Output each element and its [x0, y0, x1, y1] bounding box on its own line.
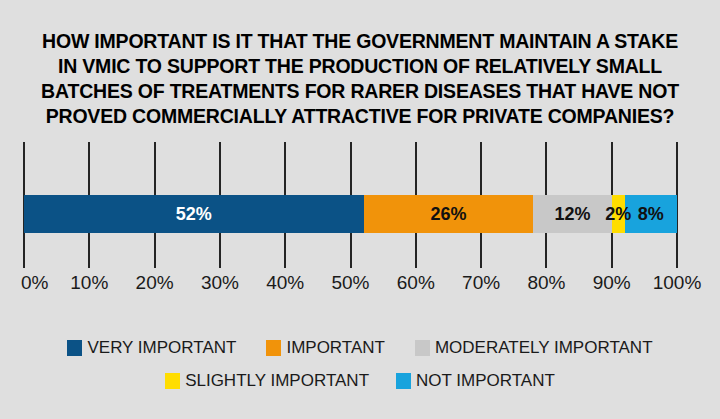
legend-item-not-important: NOT IMPORTANT — [396, 371, 555, 391]
chart-title-line: IN VMIC TO SUPPORT THE PRODUCTION OF REL… — [0, 54, 720, 79]
legend-label: NOT IMPORTANT — [416, 371, 555, 391]
x-axis-tick: 80% — [527, 272, 565, 294]
legend-swatch-slightly-important-icon — [165, 373, 180, 389]
chart-title-line: PROVED COMMERCIALLY ATTRACTIVE FOR PRIVA… — [0, 104, 720, 129]
x-axis: 0% 10% 20% 30% 40% 50% 60% 70% 80% 90% 1… — [24, 272, 677, 296]
plot-area: 52% 26% 12% 2% 8% — [24, 142, 677, 268]
stacked-bar: 52% 26% 12% 2% 8% — [24, 195, 677, 233]
chart-title: HOW IMPORTANT IS IT THAT THE GOVERNMENT … — [0, 29, 720, 129]
x-axis-tick: 50% — [331, 272, 369, 294]
legend-item-slightly-important: SLIGHTLY IMPORTANT — [165, 371, 369, 391]
chart-title-line: HOW IMPORTANT IS IT THAT THE GOVERNMENT … — [0, 29, 720, 54]
bar-segment-important: 26% — [364, 195, 534, 233]
legend-label: VERY IMPORTANT — [87, 338, 236, 358]
x-axis-tick: 100% — [653, 272, 702, 294]
survey-chart-panel: HOW IMPORTANT IS IT THAT THE GOVERNMENT … — [0, 0, 720, 419]
bar-segment-value-label: 12% — [554, 204, 590, 225]
x-axis-tick: 20% — [136, 272, 174, 294]
x-axis-tick: 10% — [70, 272, 108, 294]
x-axis-tick: 0% — [21, 272, 48, 294]
legend-swatch-very-important-icon — [67, 340, 82, 356]
legend-item-very-important: VERY IMPORTANT — [67, 338, 236, 358]
x-axis-tick: 40% — [266, 272, 304, 294]
bar-segment-moderately-important: 12% — [533, 195, 611, 233]
chart-title-line: BATCHES OF TREATMENTS FOR RARER DISEASES… — [0, 79, 720, 104]
x-axis-tick: 30% — [201, 272, 239, 294]
bar-segment-value-label: 26% — [430, 204, 466, 225]
bar-segment-not-important: 8% — [625, 195, 677, 233]
legend-label: SLIGHTLY IMPORTANT — [185, 371, 369, 391]
legend-swatch-not-important-icon — [396, 373, 411, 389]
x-axis-tick: 90% — [593, 272, 631, 294]
bar-segment-slightly-important: 2% — [612, 195, 625, 233]
x-axis-tick: 70% — [462, 272, 500, 294]
legend-item-important: IMPORTANT — [266, 338, 385, 358]
legend-swatch-important-icon — [266, 340, 281, 356]
legend-swatch-moderately-important-icon — [415, 340, 430, 356]
bar-segment-very-important: 52% — [24, 195, 364, 233]
legend-label: IMPORTANT — [286, 338, 385, 358]
legend-label: MODERATELY IMPORTANT — [435, 338, 653, 358]
x-axis-tick: 60% — [397, 272, 435, 294]
legend-item-moderately-important: MODERATELY IMPORTANT — [415, 338, 653, 358]
bar-segment-value-label: 8% — [638, 204, 664, 225]
legend-row-2: SLIGHTLY IMPORTANT NOT IMPORTANT — [0, 371, 720, 391]
legend-row-1: VERY IMPORTANT IMPORTANT MODERATELY IMPO… — [0, 338, 720, 358]
bar-segment-value-label: 52% — [176, 204, 212, 225]
bar-segment-value-label: 2% — [605, 204, 631, 225]
